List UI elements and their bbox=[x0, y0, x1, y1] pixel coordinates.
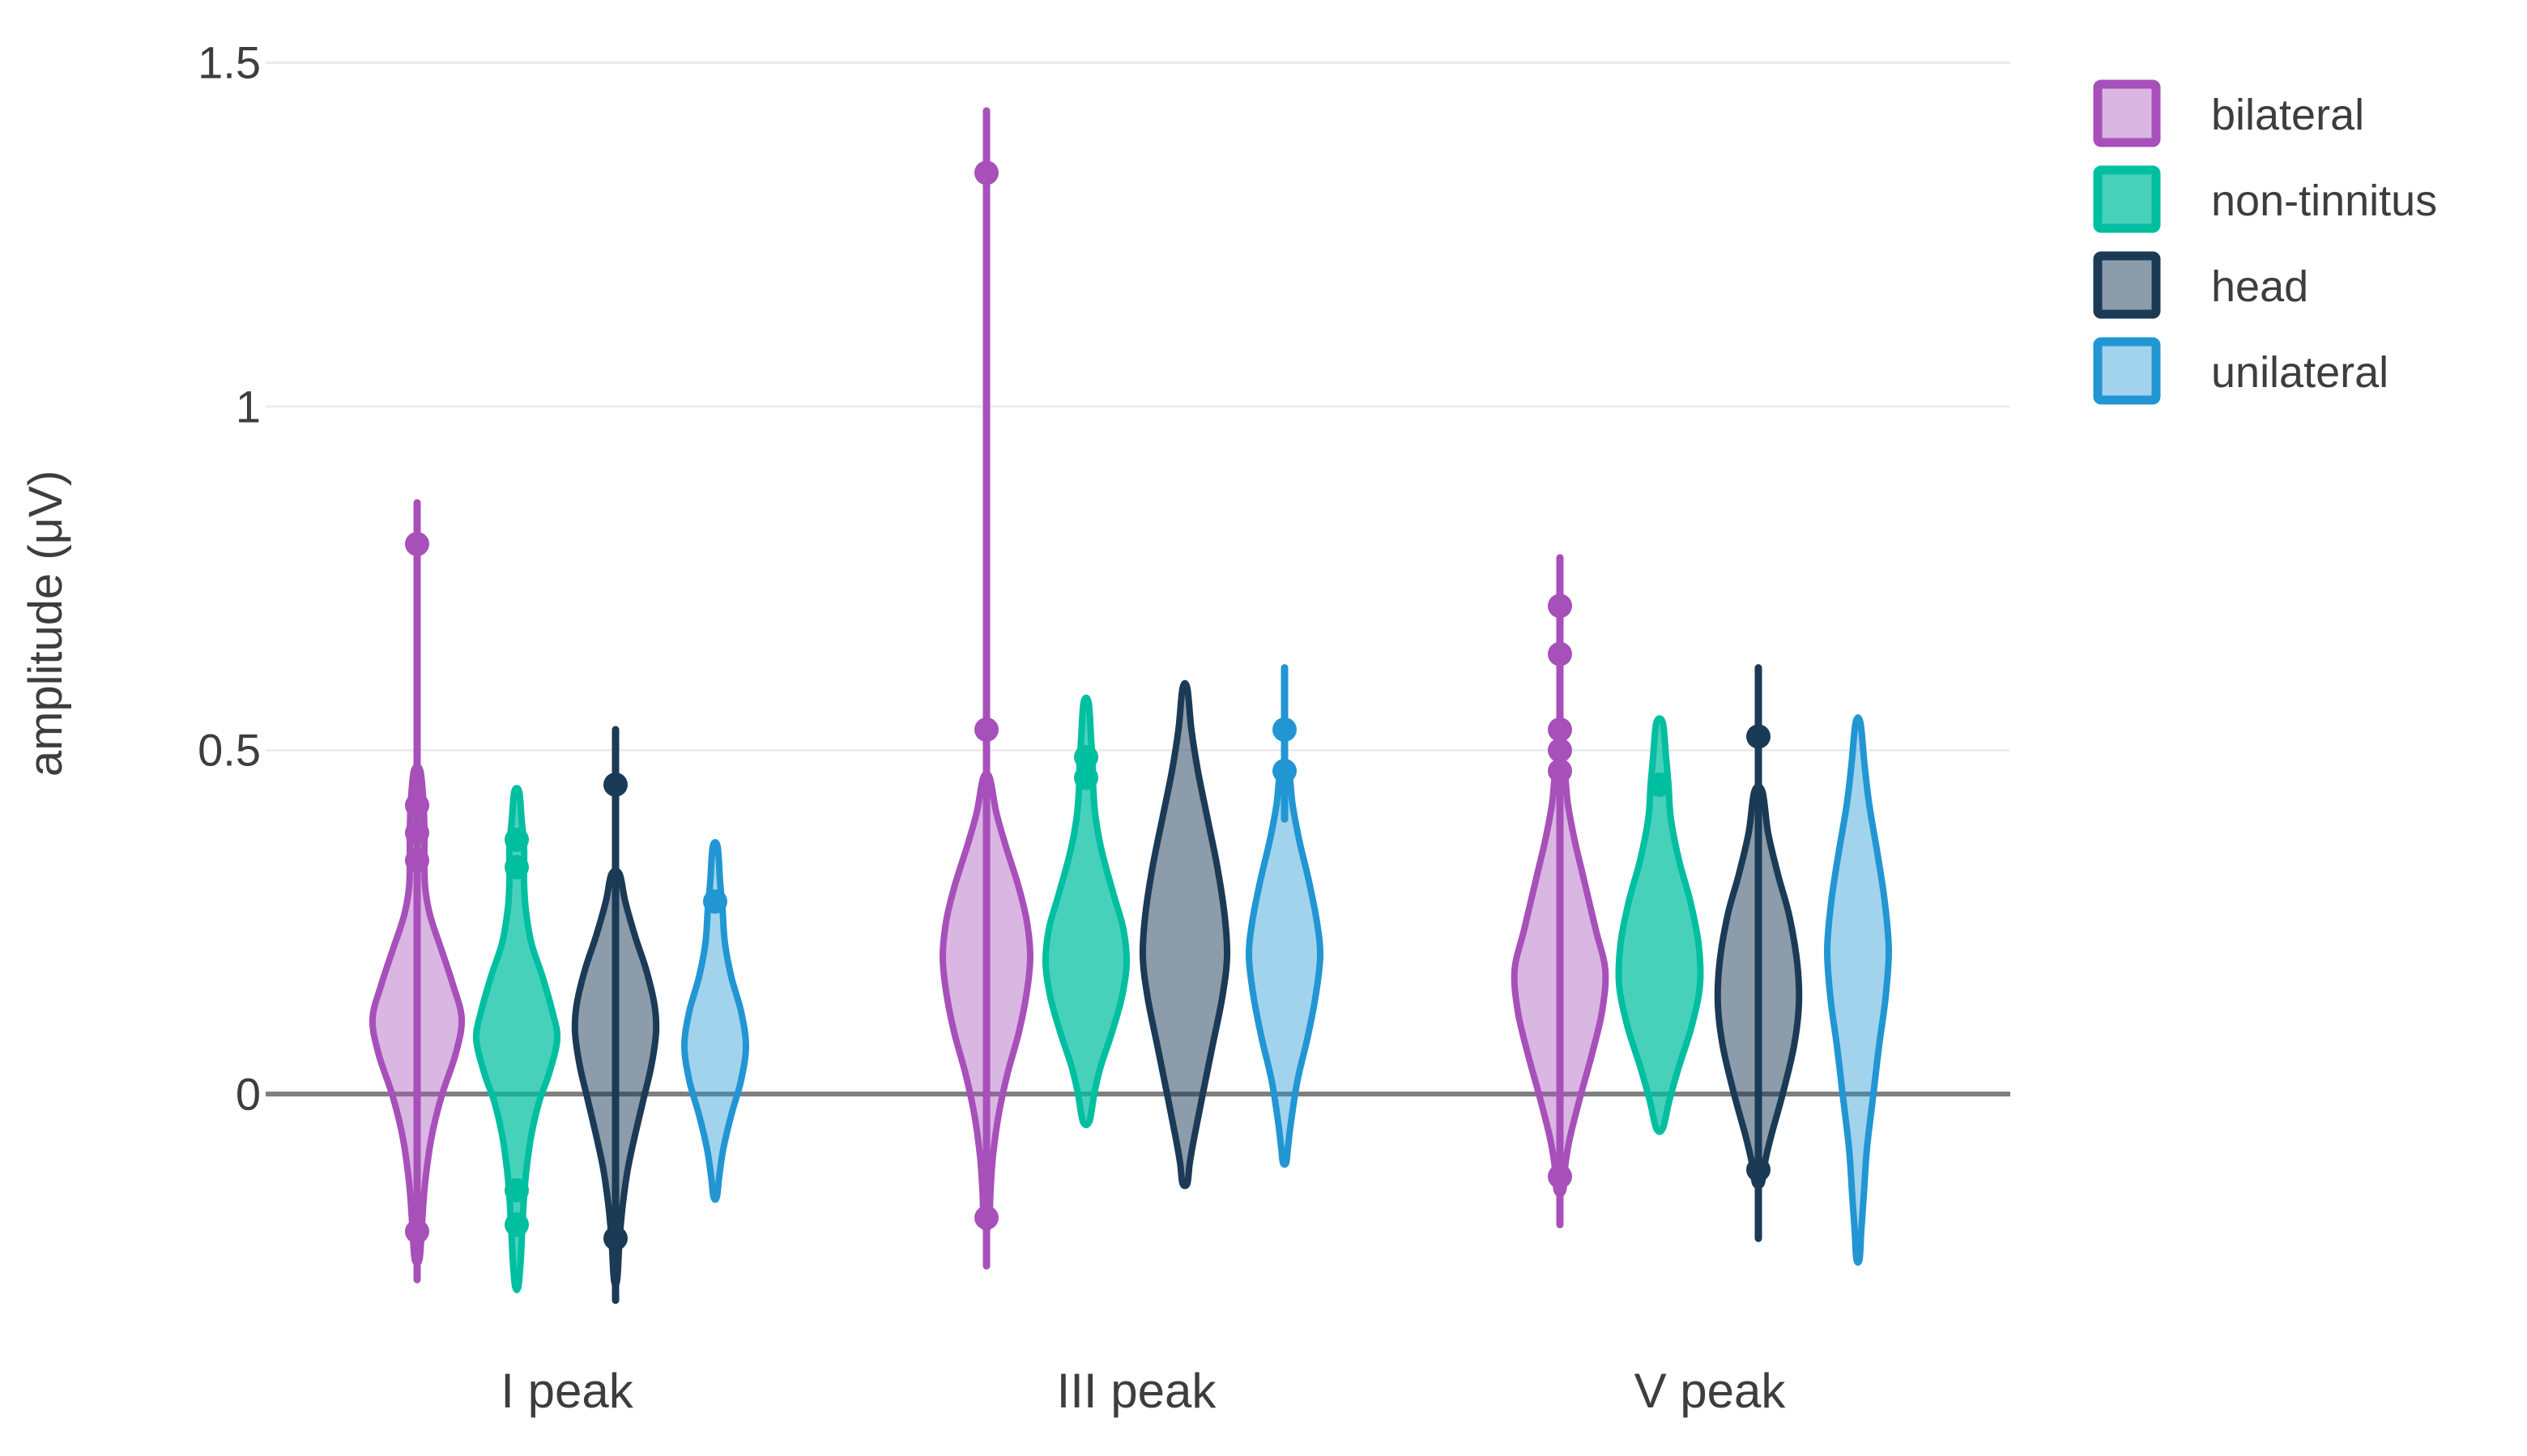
legend-item-bilateral[interactable]: bilateral bbox=[2093, 79, 2364, 147]
legend-swatch-non-tinnitus bbox=[2093, 165, 2161, 233]
y-tick-label: 0.5 bbox=[198, 725, 261, 776]
legend-label: non-tinnitus bbox=[2211, 177, 2437, 225]
outlier-dot bbox=[703, 889, 727, 914]
outlier-dot bbox=[505, 827, 529, 852]
outlier-dot bbox=[1272, 717, 1297, 743]
legend-swatch-head bbox=[2093, 251, 2161, 319]
outlier-dot bbox=[1746, 724, 1771, 749]
violin-unilateral-III-peak bbox=[1245, 664, 1324, 1168]
outlier-dot bbox=[1647, 772, 1672, 797]
violin-bilateral-III-peak bbox=[940, 107, 1033, 1270]
violin-head-III-peak bbox=[1139, 679, 1231, 1190]
violin-body bbox=[940, 770, 1033, 1232]
y-tick-label: 1.5 bbox=[198, 37, 261, 88]
outlier-dot bbox=[1548, 1164, 1572, 1189]
outlier-dot bbox=[1746, 1157, 1771, 1182]
outlier-dot bbox=[505, 1212, 529, 1237]
legend-item-unilateral[interactable]: unilateral bbox=[2093, 337, 2389, 405]
legend: bilateral non-tinnitus head unilateral bbox=[2093, 79, 2437, 405]
violin-body bbox=[1042, 694, 1131, 1129]
violin-non-tinnitus-III-peak bbox=[1042, 694, 1131, 1129]
violin-head-V-peak bbox=[1714, 664, 1803, 1242]
violin-body bbox=[571, 867, 660, 1288]
violin-unilateral-V-peak bbox=[1823, 714, 1893, 1266]
outlier-dot bbox=[1548, 717, 1572, 743]
y-tick-label: 1 bbox=[236, 381, 261, 432]
violins bbox=[369, 107, 1893, 1305]
outlier-dot bbox=[603, 772, 628, 797]
violin-body bbox=[681, 839, 749, 1203]
outlier-dot bbox=[1548, 738, 1572, 763]
outlier-dot bbox=[1548, 641, 1572, 666]
legend-item-head[interactable]: head bbox=[2093, 251, 2308, 319]
outlier-dot bbox=[1272, 758, 1297, 783]
violin-unilateral-I-peak bbox=[681, 839, 749, 1203]
y-axis-title: amplitude (μV) bbox=[19, 470, 72, 777]
outlier-dot bbox=[974, 717, 999, 743]
outlier-dot bbox=[1074, 744, 1098, 769]
violin-non-tinnitus-I-peak bbox=[472, 785, 561, 1293]
outlier-dot bbox=[405, 1219, 429, 1244]
violin-body bbox=[369, 763, 466, 1267]
violin-body bbox=[1139, 679, 1231, 1190]
legend-swatch-unilateral bbox=[2093, 337, 2161, 405]
legend-item-non-tinnitus[interactable]: non-tinnitus bbox=[2093, 165, 2437, 233]
outlier-dot bbox=[405, 793, 429, 818]
outlier-dot bbox=[405, 848, 429, 873]
outlier-dot bbox=[505, 1177, 529, 1203]
x-category-label: I peak bbox=[501, 1364, 633, 1418]
outlier-dot bbox=[1548, 758, 1572, 783]
outlier-dot bbox=[405, 820, 429, 845]
x-category-label: V peak bbox=[1634, 1364, 1787, 1418]
violin-body bbox=[1511, 763, 1609, 1198]
x-category-label: III peak bbox=[1057, 1364, 1217, 1418]
outlier-dot bbox=[603, 1226, 628, 1251]
violin-body bbox=[1615, 715, 1704, 1135]
outlier-dot bbox=[1074, 765, 1098, 790]
outlier-dot bbox=[974, 160, 999, 185]
legend-label: head bbox=[2211, 262, 2308, 311]
violin-bilateral-V-peak bbox=[1511, 554, 1609, 1228]
legend-swatch-bilateral bbox=[2093, 79, 2161, 147]
violin-body bbox=[472, 785, 561, 1293]
violin-non-tinnitus-V-peak bbox=[1615, 715, 1704, 1135]
outlier-dot bbox=[505, 854, 529, 879]
outlier-dot bbox=[1548, 594, 1572, 619]
violin-body bbox=[1245, 763, 1324, 1168]
outlier-dot bbox=[974, 1205, 999, 1230]
violin-body bbox=[1823, 714, 1893, 1266]
legend-label: unilateral bbox=[2211, 348, 2389, 397]
violin-body bbox=[1714, 783, 1803, 1190]
violin-bilateral-I-peak bbox=[369, 499, 466, 1284]
legend-label: bilateral bbox=[2211, 91, 2364, 139]
violin-head-I-peak bbox=[571, 726, 660, 1305]
gridlines bbox=[266, 62, 2010, 1096]
y-tick-label: 0 bbox=[236, 1069, 261, 1120]
outlier-dot bbox=[405, 531, 429, 556]
